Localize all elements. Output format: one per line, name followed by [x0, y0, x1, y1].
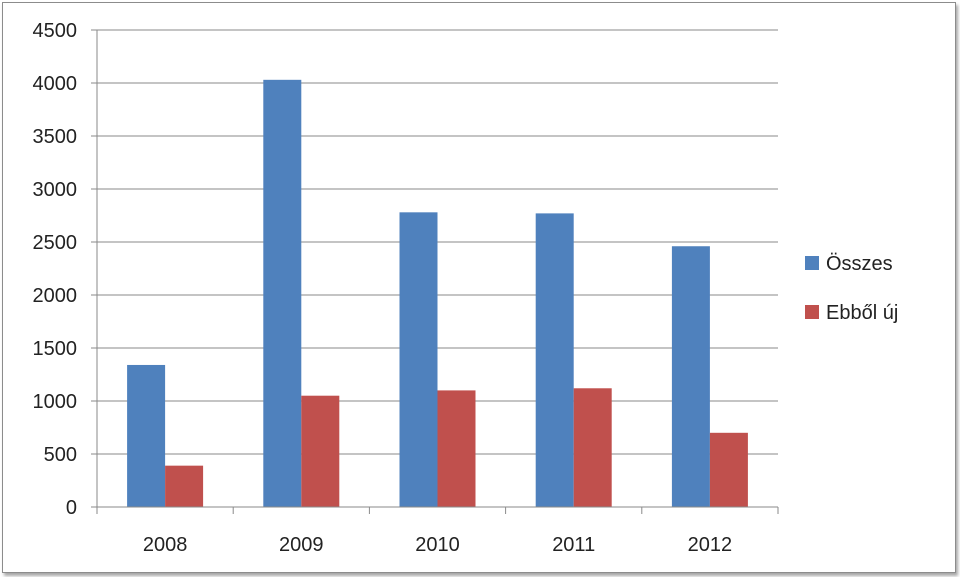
x-tick-label: 2009: [279, 534, 324, 556]
bar-osszes-2011: [535, 213, 574, 507]
y-tick-label: 1500: [33, 338, 78, 360]
x-tick-label: 2011: [552, 534, 595, 556]
y-tick-label: 1000: [33, 391, 78, 413]
bars: [127, 79, 748, 508]
legend-swatch: [805, 256, 819, 270]
y-tick-labels: 0 500 1000 1500 2000 2500 3000 3500 4000 4500: [33, 20, 78, 519]
y-tick-label: 3500: [33, 126, 78, 148]
x-tick-label: 2008: [143, 534, 188, 556]
y-tick-label: 2000: [33, 285, 78, 307]
legend-swatch: [805, 305, 819, 319]
y-tick-label: 4500: [33, 20, 78, 42]
y-tick-label: 2500: [33, 232, 78, 254]
bar-osszes-2008: [127, 364, 166, 507]
legend: Összes Ebből új: [805, 253, 898, 324]
bar-osszes-2009: [263, 79, 302, 507]
bar-osszes-2012: [671, 246, 710, 508]
bar-ebbol-uj-2012: [709, 432, 748, 507]
y-tick-label: 0: [66, 497, 77, 519]
x-tick-label: 2010: [415, 534, 460, 556]
bar-ebbol-uj-2009: [301, 395, 340, 507]
y-tick-label: 4000: [33, 73, 78, 95]
legend-label: Ebből új: [826, 302, 898, 324]
y-tick-label: 3000: [33, 179, 78, 201]
gridlines: [97, 29, 778, 455]
y-tick-label: 500: [44, 444, 77, 466]
x-tick-labels: 2008 2009 2010 2011 2012: [143, 534, 732, 556]
bar-osszes-2010: [399, 212, 438, 507]
bar-ebbol-uj-2011: [573, 388, 612, 507]
axes: [91, 29, 779, 514]
x-tick-label: 2012: [688, 534, 733, 556]
bar-ebbol-uj-2008: [165, 465, 204, 507]
legend-label: Összes: [826, 253, 893, 275]
bar-ebbol-uj-2010: [437, 390, 476, 507]
